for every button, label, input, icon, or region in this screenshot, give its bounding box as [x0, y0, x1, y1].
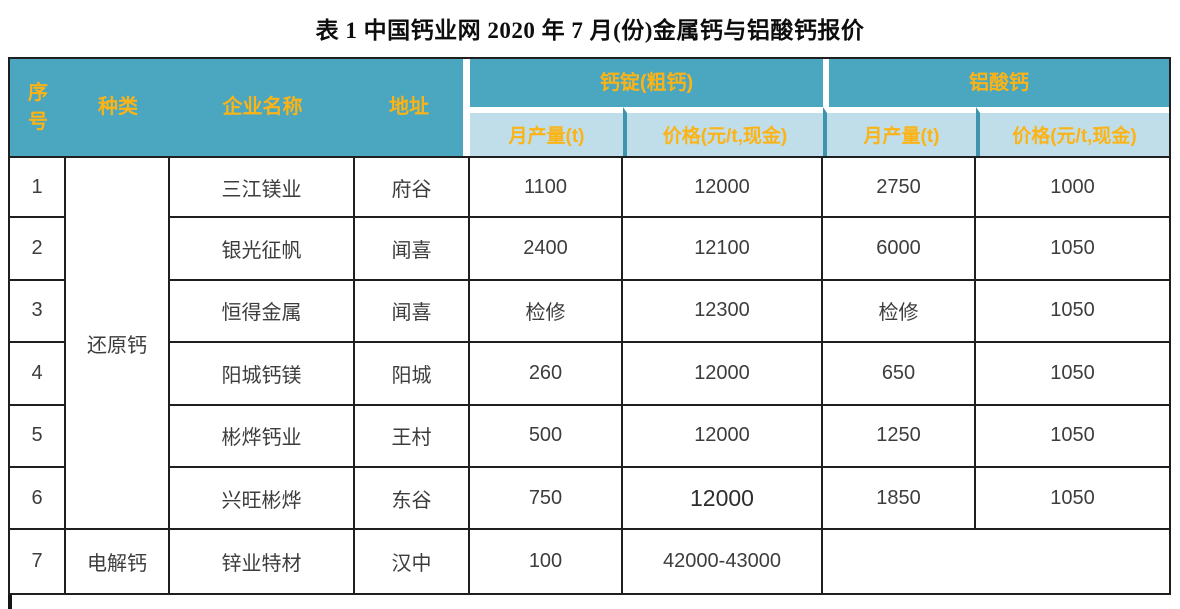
header-type: 种类 [66, 59, 170, 156]
cell-r4-price1: 12000 [623, 343, 823, 406]
subheader-output-2: 月产量(t) [823, 107, 976, 156]
cell-r7-price1: 42000-43000 [623, 530, 823, 593]
cell-r6-no: 6 [10, 467, 66, 531]
cell-r6-output1: 750 [470, 467, 623, 531]
header-company: 企业名称 [170, 59, 355, 156]
header-address: 地址 [355, 59, 470, 156]
cursor-mark [8, 595, 12, 609]
subheader-output-1: 月产量(t) [470, 107, 623, 156]
cell-r1-output1: 1100 [470, 156, 623, 219]
cell-r1-company: 三江镁业 [170, 156, 355, 219]
cell-type-electrolytic-calcium: 电解钙 [66, 530, 170, 593]
cell-r3-output1: 检修 [470, 280, 623, 344]
cell-r7-address: 汉中 [355, 530, 470, 593]
cell-r6-company: 兴旺彬烨 [170, 467, 355, 531]
price-table: 序 号 种类 企业名称 地址 钙锭(粗钙) 铝酸钙 月产量(t) 价格(元/t,… [8, 57, 1171, 595]
cell-r2-output2: 6000 [823, 218, 976, 281]
cell-r5-output1: 500 [470, 405, 623, 468]
cell-r4-output1: 260 [470, 343, 623, 406]
cell-r5-address: 王村 [355, 405, 470, 468]
cell-r3-no: 3 [10, 280, 66, 344]
header-group-calcium-ingot: 钙锭(粗钙) [470, 59, 823, 107]
cell-r2-address: 闻喜 [355, 218, 470, 281]
cell-r7-aluminate-empty [823, 530, 1169, 593]
cell-r7-no: 7 [10, 530, 66, 593]
cell-r4-output2: 650 [823, 343, 976, 406]
cell-r6-price1: 12000 [623, 467, 823, 531]
page-title: 表 1 中国钙业网 2020 年 7 月(份)金属钙与铝酸钙报价 [315, 18, 865, 43]
cell-r4-company: 阳城钙镁 [170, 343, 355, 406]
cell-r3-address: 闻喜 [355, 280, 470, 344]
subheader-price-1: 价格(元/t,现金) [623, 107, 823, 156]
cell-r2-no: 2 [10, 218, 66, 281]
cell-r5-price2: 1050 [976, 405, 1169, 468]
cell-r6-address: 东谷 [355, 467, 470, 531]
cell-r1-address: 府谷 [355, 156, 470, 219]
cell-r3-price1: 12300 [623, 280, 823, 344]
cell-r2-price2: 1050 [976, 218, 1169, 281]
cell-r4-address: 阳城 [355, 343, 470, 406]
cell-r7-output1: 100 [470, 530, 623, 593]
cell-r5-price1: 12000 [623, 405, 823, 468]
cell-r2-company: 银光征帆 [170, 218, 355, 281]
cell-r2-output1: 2400 [470, 218, 623, 281]
cell-r3-price2: 1050 [976, 280, 1169, 344]
cell-r1-no: 1 [10, 156, 66, 219]
subheader-price-2: 价格(元/t,现金) [976, 107, 1169, 156]
cell-r1-output2: 2750 [823, 156, 976, 219]
cell-r7-company: 锌业特材 [170, 530, 355, 593]
cell-r1-price2: 1000 [976, 156, 1169, 219]
cell-r1-price1: 12000 [623, 156, 823, 219]
cell-r3-company: 恒得金属 [170, 280, 355, 344]
cell-type-reduced-calcium: 还原钙 [66, 156, 170, 531]
cell-r3-output2: 检修 [823, 280, 976, 344]
cell-r5-no: 5 [10, 405, 66, 468]
cell-r5-company: 彬烨钙业 [170, 405, 355, 468]
header-no: 序 号 [10, 59, 66, 156]
cell-r5-output2: 1250 [823, 405, 976, 468]
header-group-calcium-aluminate: 铝酸钙 [823, 59, 1169, 107]
cell-r6-price2: 1050 [976, 467, 1169, 531]
cell-r4-no: 4 [10, 343, 66, 406]
cell-r2-price1: 12100 [623, 218, 823, 281]
cell-r6-output2: 1850 [823, 467, 976, 531]
cell-r4-price2: 1050 [976, 343, 1169, 406]
